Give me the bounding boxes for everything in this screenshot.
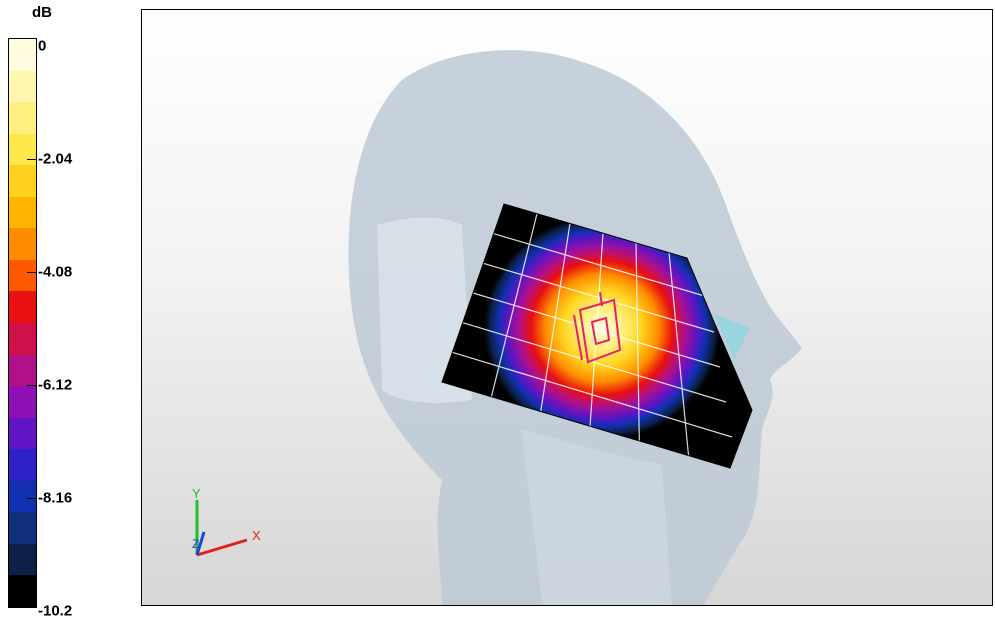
legend-unit-label: dB: [32, 4, 52, 21]
colorbar-segment: [9, 102, 36, 135]
axis-triad: Y X Z: [192, 486, 261, 557]
colorbar-tick-label: 0: [38, 37, 47, 55]
colorbar-segment: [9, 575, 36, 608]
colorbar-tick-label: -2.04: [38, 150, 73, 168]
colorbar-segment: [9, 291, 36, 324]
ear-highlight: [377, 217, 472, 403]
axis-y-label: Y: [192, 486, 201, 501]
colorbar-segment: [9, 512, 36, 545]
surface-grid-line: [452, 351, 733, 438]
axis-z-label: Z: [192, 537, 199, 551]
colorbar-tick-label: -10.2: [38, 602, 73, 620]
colorbar-segment: [9, 70, 36, 103]
axis-x-label: X: [252, 528, 261, 543]
colorbar: [8, 38, 37, 608]
colorbar-segment: [9, 228, 36, 261]
colorbar-segment: [9, 417, 36, 450]
colorbar-tick-mark: [27, 272, 36, 273]
colorbar-tick-mark: [27, 385, 36, 386]
colorbar-segment: [9, 133, 36, 166]
colorbar-segment: [9, 39, 36, 72]
colorbar-tick-mark: [27, 498, 36, 499]
cheek-highlight: [522, 430, 672, 605]
colorbar-segment: [9, 323, 36, 356]
colorbar-tick-label: -4.08: [38, 263, 73, 281]
nose-tip: [714, 314, 750, 360]
colorbar-tick-mark: [27, 159, 36, 160]
colorbar-segment: [9, 449, 36, 482]
colorbar-segment: [9, 543, 36, 576]
colorbar-segment: [9, 259, 36, 292]
colorbar-segment: [9, 354, 36, 387]
colorbar-segment: [9, 165, 36, 198]
3d-viewport[interactable]: Y X Z: [141, 9, 993, 606]
colorbar-segment: [9, 480, 36, 513]
device-marker: [573, 291, 622, 364]
head-phantom-scene: Y X Z: [192, 50, 802, 605]
colorbar-segment: [9, 386, 36, 419]
colorbar-segment: [9, 196, 36, 229]
colorbar-tick-label: -8.16: [38, 489, 73, 507]
colorbar-tick-label: -6.12: [38, 376, 73, 394]
